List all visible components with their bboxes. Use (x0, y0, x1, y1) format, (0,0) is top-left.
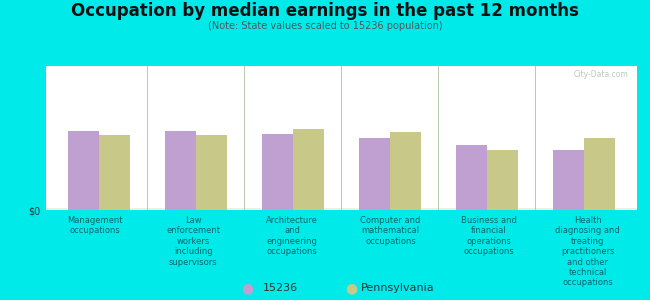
Text: Pennsylvania: Pennsylvania (361, 283, 434, 293)
Bar (456, 145, 487, 210)
Bar (292, 129, 324, 210)
Bar (584, 138, 615, 210)
Text: ●: ● (345, 281, 357, 295)
Bar (487, 149, 518, 210)
Text: Health
diagnosing and
treating
practitioners
and other
technical
occupations: Health diagnosing and treating practitio… (555, 216, 620, 287)
Bar (390, 132, 421, 210)
Text: Occupation by median earnings in the past 12 months: Occupation by median earnings in the pas… (71, 2, 579, 20)
Bar (262, 134, 292, 210)
Text: Computer and
mathematical
occupations: Computer and mathematical occupations (360, 216, 421, 246)
Text: ●: ● (241, 281, 253, 295)
Bar (99, 135, 130, 210)
Text: City-Data.com: City-Data.com (573, 70, 628, 79)
Text: Architecture
and
engineering
occupations: Architecture and engineering occupations (266, 216, 318, 256)
Bar (196, 135, 227, 210)
Text: Law
enforcement
workers
including
supervisors: Law enforcement workers including superv… (166, 216, 220, 267)
Bar (552, 149, 584, 210)
Bar (68, 131, 99, 210)
Bar (359, 138, 390, 210)
Text: Business and
financial
operations
occupations: Business and financial operations occupa… (462, 216, 517, 256)
Text: (Note: State values scaled to 15236 population): (Note: State values scaled to 15236 popu… (208, 21, 442, 31)
Text: 15236: 15236 (263, 283, 298, 293)
Bar (164, 131, 196, 210)
Text: Management
occupations: Management occupations (67, 216, 123, 236)
